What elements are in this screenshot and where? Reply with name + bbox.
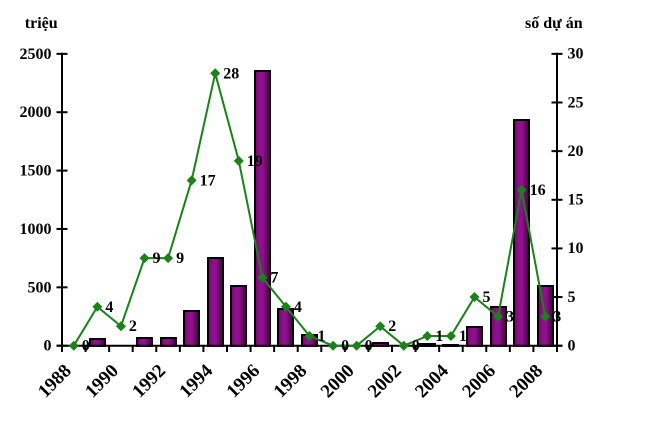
svg-text:15: 15 <box>568 192 584 209</box>
svg-text:25: 25 <box>568 94 584 111</box>
svg-text:0: 0 <box>568 338 576 355</box>
svg-text:9: 9 <box>176 250 184 267</box>
svg-text:2000: 2000 <box>20 104 52 121</box>
svg-text:5: 5 <box>482 289 490 306</box>
svg-text:2: 2 <box>388 318 396 335</box>
svg-text:0: 0 <box>365 338 373 355</box>
svg-text:10: 10 <box>568 240 584 257</box>
svg-text:7: 7 <box>270 270 278 287</box>
svg-text:0: 0 <box>82 338 90 355</box>
svg-text:500: 500 <box>28 279 52 296</box>
svg-text:0: 0 <box>341 338 349 355</box>
svg-text:28: 28 <box>223 65 239 82</box>
svg-text:4: 4 <box>105 299 113 316</box>
svg-text:2: 2 <box>129 318 137 335</box>
svg-text:3: 3 <box>553 309 561 326</box>
svg-text:1: 1 <box>435 328 443 345</box>
svg-text:20: 20 <box>568 143 584 160</box>
svg-text:1000: 1000 <box>20 221 52 238</box>
svg-text:3: 3 <box>506 309 514 326</box>
svg-text:5: 5 <box>568 289 576 306</box>
svg-text:19: 19 <box>247 153 263 170</box>
svg-text:0: 0 <box>44 338 52 355</box>
svg-text:số dự án: số dự án <box>525 15 583 32</box>
svg-text:16: 16 <box>530 182 546 199</box>
svg-text:4: 4 <box>294 299 302 316</box>
svg-text:1500: 1500 <box>20 163 52 180</box>
svg-text:2500: 2500 <box>20 46 52 63</box>
svg-text:1: 1 <box>318 328 326 345</box>
svg-text:30: 30 <box>568 46 584 63</box>
svg-text:0: 0 <box>412 338 420 355</box>
svg-text:17: 17 <box>200 172 216 189</box>
svg-text:9: 9 <box>153 250 161 267</box>
svg-text:1: 1 <box>459 328 467 345</box>
svg-text:triệu: triệu <box>25 15 58 32</box>
